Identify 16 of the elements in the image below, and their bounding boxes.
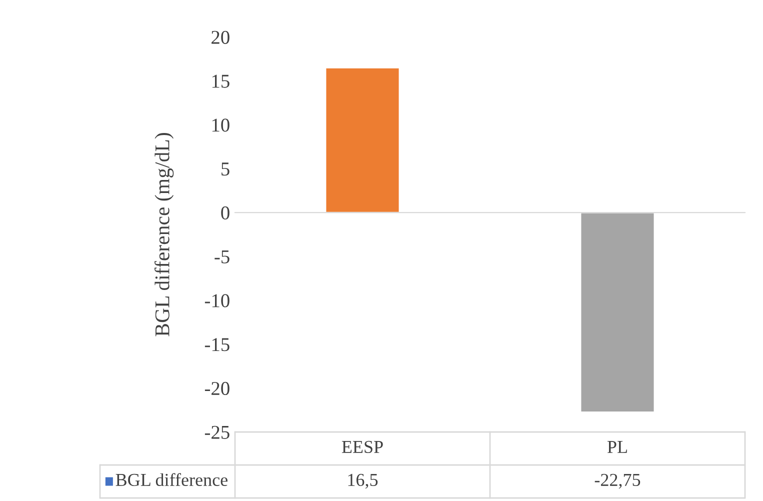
text: BGL difference [116, 473, 228, 486]
y-tick-label: -5 [214, 250, 230, 264]
y-tick-label: -20 [204, 382, 230, 396]
y-tick-label: 10 [212, 118, 230, 132]
y-tick-label: 5 [222, 162, 230, 176]
y-tick-label: -10 [204, 294, 230, 308]
y-tick-label: 15 [212, 74, 230, 88]
y-tick-label: -15 [204, 338, 230, 352]
y-tick-label: 20 [212, 30, 230, 44]
x-tick-label: PL [607, 441, 627, 453]
data-label: -22,75 [594, 474, 640, 489]
y-axis-title: BGL difference (mg/dL) [154, 133, 174, 336]
data-label: 16,5 [348, 474, 378, 489]
y-tick-label: 0 [221, 206, 230, 220]
x-tick-label: EESP [342, 440, 383, 454]
y-tick-label: -25 [204, 426, 230, 439]
